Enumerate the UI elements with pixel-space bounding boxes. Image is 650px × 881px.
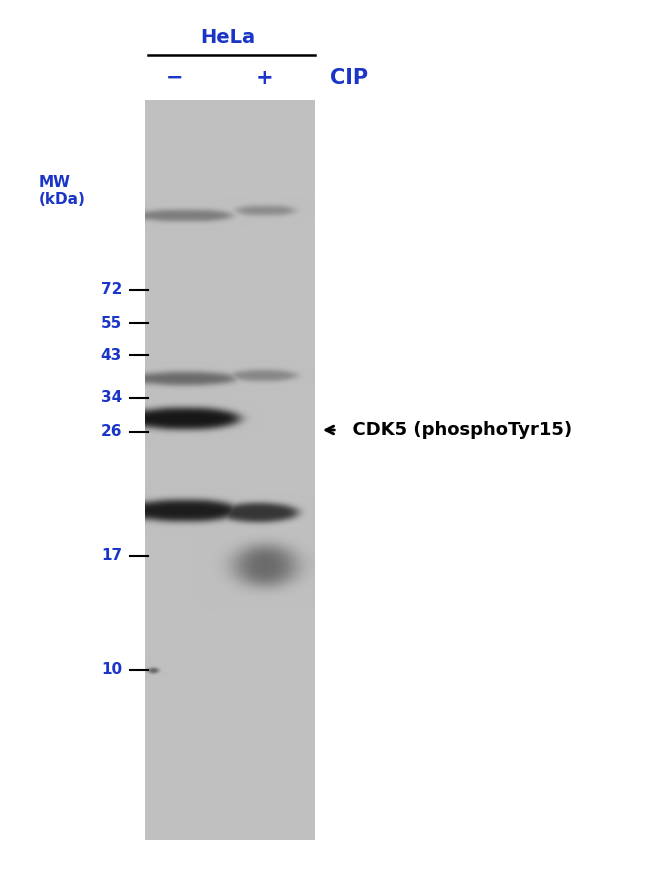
- Text: HeLa: HeLa: [200, 28, 255, 47]
- Text: 43: 43: [101, 347, 122, 362]
- Text: 72: 72: [101, 283, 122, 298]
- Text: 34: 34: [101, 390, 122, 405]
- Text: 17: 17: [101, 549, 122, 564]
- Bar: [145, 100, 315, 840]
- Text: 26: 26: [101, 425, 122, 440]
- Text: CDK5 (phosphoTyr15): CDK5 (phosphoTyr15): [326, 421, 572, 439]
- Text: 10: 10: [101, 663, 122, 677]
- Text: +: +: [256, 68, 274, 88]
- Text: 55: 55: [101, 315, 122, 330]
- Text: MW
(kDa): MW (kDa): [38, 175, 85, 207]
- Text: −: −: [166, 68, 184, 88]
- Text: CIP: CIP: [330, 68, 368, 88]
